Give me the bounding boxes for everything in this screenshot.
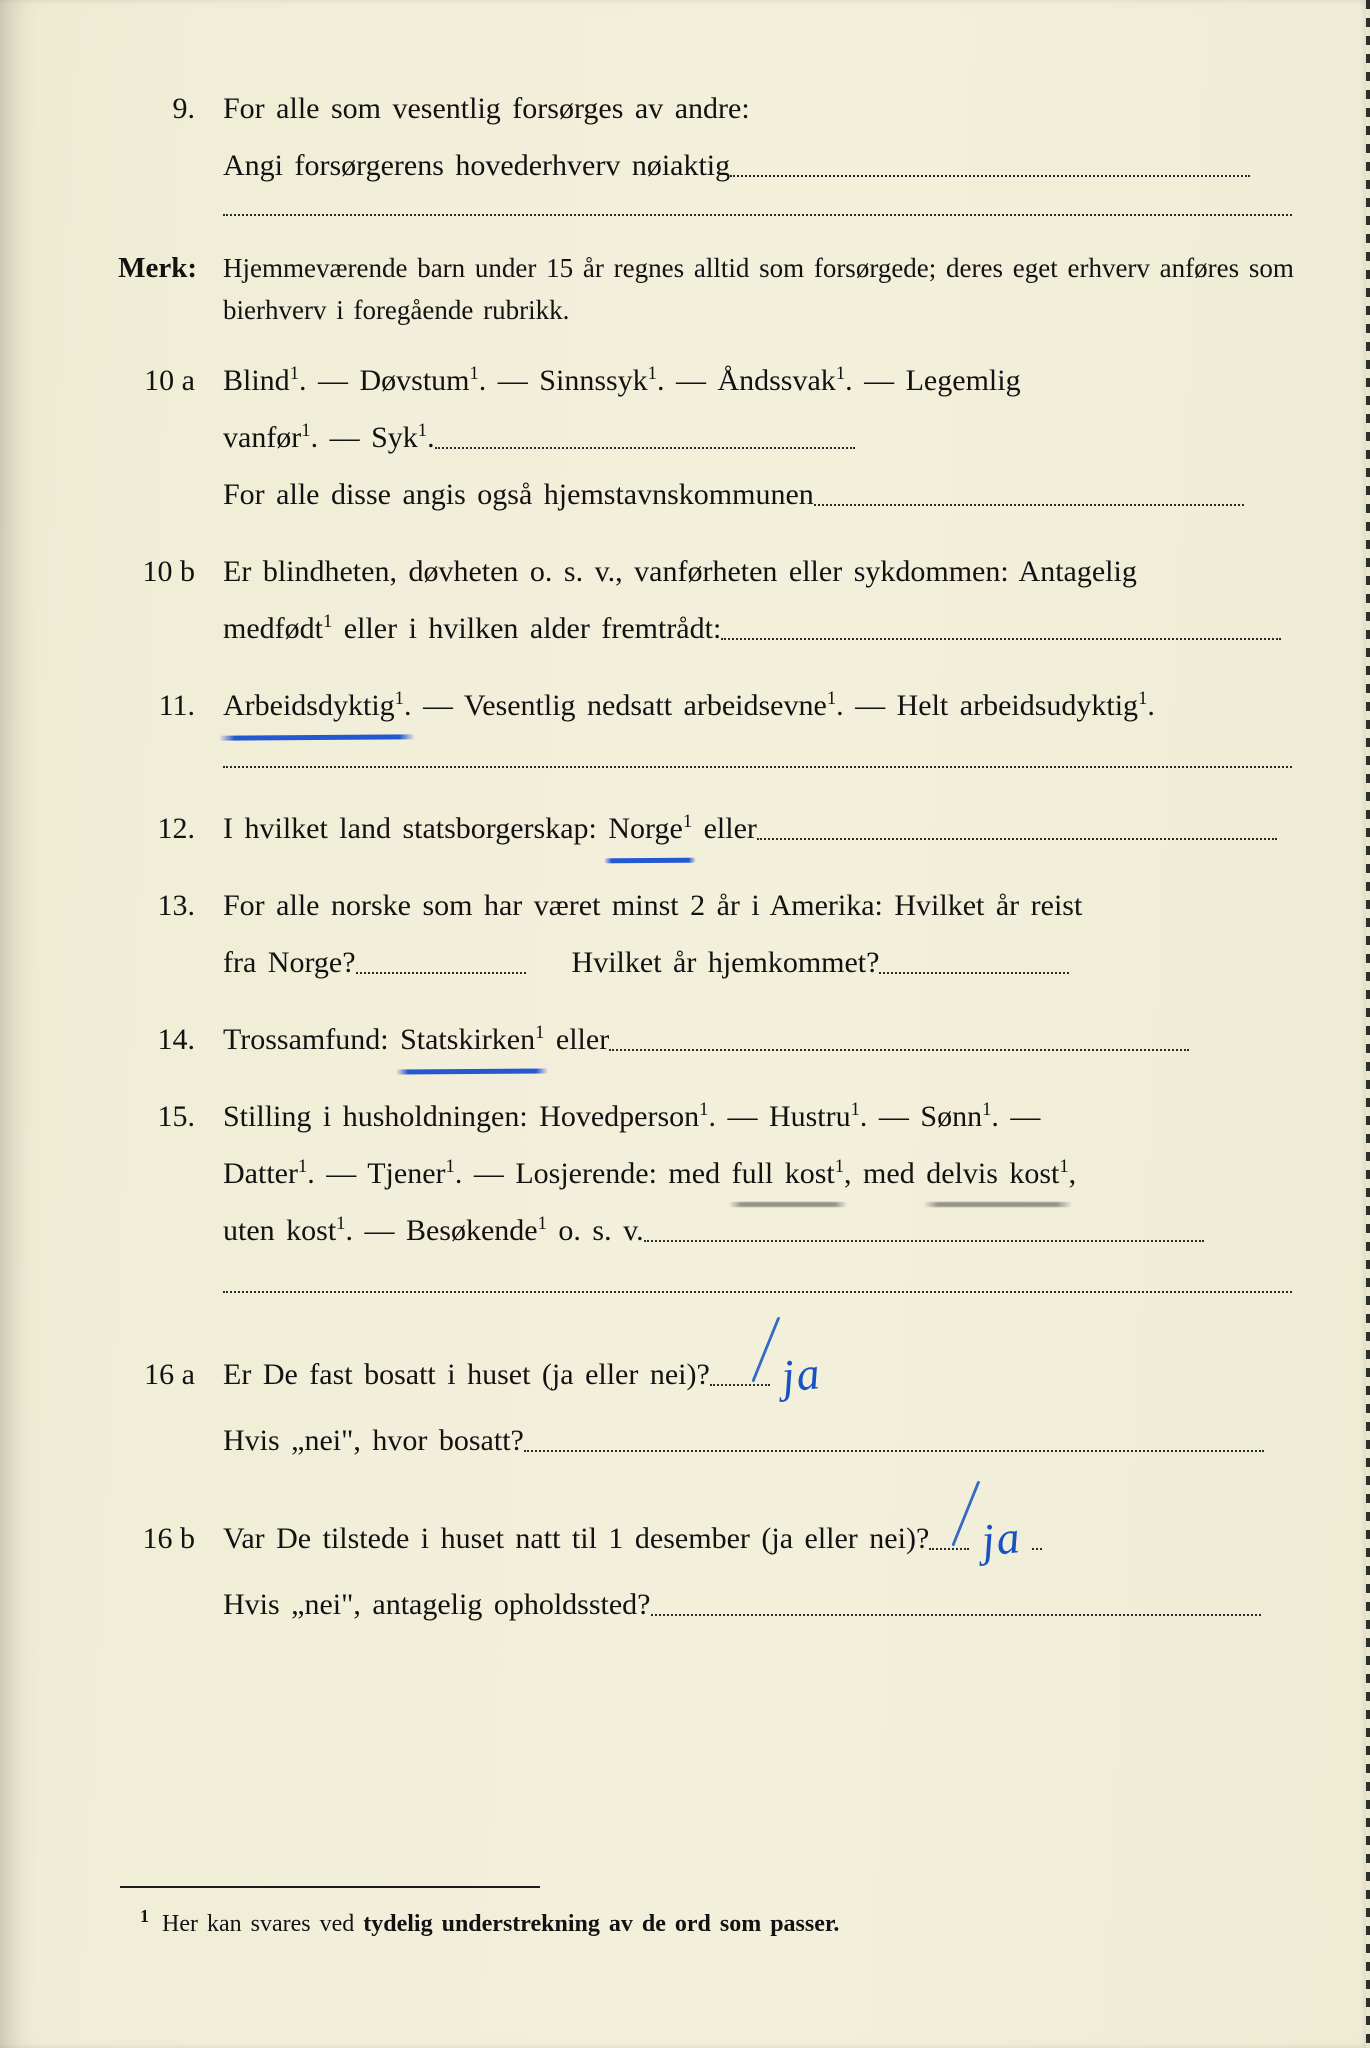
q16b-l1: Var De tilstede i huset natt til 1 desem… xyxy=(223,1522,929,1555)
q10b-blank[interactable] xyxy=(721,608,1281,640)
merk-note: Merk: Hjemmeværende barn under 15 år reg… xyxy=(95,248,1300,332)
q16a-l1: Er De fast bosatt i huset (ja eller nei)… xyxy=(223,1358,710,1391)
q10a-number: 10 a xyxy=(95,364,215,398)
question-10a: 10 a Blind1. — Døvstum1. — Sinnssyk1. — … xyxy=(95,352,1300,523)
q13-blank2[interactable] xyxy=(879,942,1069,974)
merk-text: Hjemmeværende barn under 15 år regnes al… xyxy=(223,248,1300,332)
perforated-edge xyxy=(1366,0,1370,2048)
question-11: 11. Arbeidsdyktig1. — Vesentlig nedsatt … xyxy=(95,677,1300,734)
q13-number: 13. xyxy=(95,889,215,923)
q13-text: For alle norske som har været minst 2 år… xyxy=(223,877,1300,991)
q11-underlined-answer: Arbeidsdyktig1. xyxy=(223,677,411,734)
q12-underlined-answer: Norge1 xyxy=(608,800,692,857)
q12-blank[interactable] xyxy=(757,808,1277,840)
q14-pre: Trossamfund: xyxy=(223,1023,400,1056)
q15-grey2: delvis kost1 xyxy=(926,1145,1068,1202)
q14-blank[interactable] xyxy=(609,1019,1189,1051)
q12-pre: I hvilket land statsborgerskap: xyxy=(223,812,608,845)
q14-number: 14. xyxy=(95,1023,215,1057)
q10b-line1: Er blindheten, døvheten o. s. v., vanfør… xyxy=(223,555,1137,588)
q15-l2e: , xyxy=(1069,1157,1077,1190)
q11-number: 11. xyxy=(95,689,215,723)
q12-post: eller xyxy=(692,812,757,845)
q9-number: 9. xyxy=(95,92,215,126)
q16b-text: Var De tilstede i huset natt til 1 desem… xyxy=(223,1489,1300,1633)
q10b-line2: medfødt1 eller i hvilken alder fremtrådt… xyxy=(223,612,721,645)
q16a-handwritten-answer: ja xyxy=(777,1329,826,1420)
footnote-sup: 1 xyxy=(140,1906,149,1926)
q10b-text: Er blindheten, døvheten o. s. v., vanfør… xyxy=(223,543,1300,657)
q13-line2b: Hvilket år hjemkommet? xyxy=(572,946,880,979)
q13-line2a: fra Norge? xyxy=(223,946,356,979)
q10a-blank1[interactable] xyxy=(435,417,855,449)
census-form-page: 9. For alle som vesentlig forsørges av a… xyxy=(0,0,1370,2048)
q10a-line2: vanfør1. — Syk1. xyxy=(223,421,435,454)
q11-text: Arbeidsdyktig1. — Vesentlig nedsatt arbe… xyxy=(223,677,1300,734)
q15-number: 15. xyxy=(95,1100,215,1134)
footnote-plain: Her kan svares ved xyxy=(162,1911,363,1937)
q10a-line1: Blind1. — Døvstum1. — Sinnssyk1. — Åndss… xyxy=(223,364,1021,397)
footnote-block: 1 Her kan svares ved tydelig understrekn… xyxy=(70,1886,1300,1938)
q14-underlined-answer: Statskirken1 xyxy=(400,1011,544,1068)
q13-blank1[interactable] xyxy=(356,942,526,974)
q10a-line3: For alle disse angis også hjemstavnskomm… xyxy=(223,478,814,511)
q15-grey1: full kost1 xyxy=(732,1145,844,1202)
question-14: 14. Trossamfund: Statskirken1 eller xyxy=(95,1011,1300,1068)
q15-blank[interactable] xyxy=(644,1210,1204,1242)
question-12: 12. I hvilket land statsborgerskap: Norg… xyxy=(95,800,1300,857)
question-15: 15. Stilling i husholdningen: Hovedperso… xyxy=(95,1088,1300,1259)
q15-l3: uten kost1. — Besøkende1 o. s. v. xyxy=(223,1214,644,1247)
footnote-rule xyxy=(120,1886,540,1888)
q15-text: Stilling i husholdningen: Hovedperson1. … xyxy=(223,1088,1300,1259)
question-16b: 16 b Var De tilstede i huset natt til 1 … xyxy=(95,1489,1300,1633)
q16a-l2: Hvis „nei", hvor bosatt? xyxy=(223,1424,524,1457)
q10a-blank2[interactable] xyxy=(814,474,1244,506)
q16b-blank0b[interactable] xyxy=(1032,1518,1042,1550)
question-10b: 10 b Er blindheten, døvheten o. s. v., v… xyxy=(95,543,1300,657)
merk-label: Merk: xyxy=(95,252,215,285)
footnote-bold: tydelig understrekning av de ord som pas… xyxy=(363,1911,839,1937)
q15-l2a: Datter1. — Tjener1. — Losjerende: med xyxy=(223,1157,732,1190)
q11-rest: — Vesentlig nedsatt arbeidsevne1. — Helt… xyxy=(411,689,1154,722)
q14-text: Trossamfund: Statskirken1 eller xyxy=(223,1011,1300,1068)
q16b-number: 16 b xyxy=(95,1522,215,1556)
q12-text: I hvilket land statsborgerskap: Norge1 e… xyxy=(223,800,1300,857)
q16a-blank[interactable] xyxy=(524,1420,1264,1452)
question-9: 9. For alle som vesentlig forsørges av a… xyxy=(95,80,1300,194)
q16a-text: Er De fast bosatt i huset (ja eller nei)… xyxy=(223,1325,1300,1469)
q9-text: For alle som vesentlig forsørges av andr… xyxy=(223,80,1300,194)
q14-post: eller xyxy=(544,1023,609,1056)
q10b-number: 10 b xyxy=(95,555,215,589)
footnote-text: 1 Her kan svares ved tydelig understrekn… xyxy=(140,1906,1300,1938)
q9-line2-pre: Angi forsørgerens hovederhverv nøiaktig xyxy=(223,149,730,182)
question-13: 13. For alle norske som har været minst … xyxy=(95,877,1300,991)
q9-line1: For alle som vesentlig forsørges av andr… xyxy=(223,92,750,125)
q16b-blank[interactable] xyxy=(651,1584,1261,1616)
q12-number: 12. xyxy=(95,812,215,846)
q10a-text: Blind1. — Døvstum1. — Sinnssyk1. — Åndss… xyxy=(223,352,1300,523)
q15-l2c: , med xyxy=(844,1157,926,1190)
q13-line1: For alle norske som har været minst 2 år… xyxy=(223,889,1082,922)
q16b-handwritten-answer: ja xyxy=(977,1493,1026,1584)
q16b-l2: Hvis „nei", antagelig opholdssted? xyxy=(223,1588,651,1621)
q16a-number: 16 a xyxy=(95,1358,215,1392)
question-16a: 16 a Er De fast bosatt i huset (ja eller… xyxy=(95,1325,1300,1469)
q9-blank[interactable] xyxy=(730,145,1250,177)
q15-l1: Stilling i husholdningen: Hovedperson1. … xyxy=(223,1100,1040,1133)
